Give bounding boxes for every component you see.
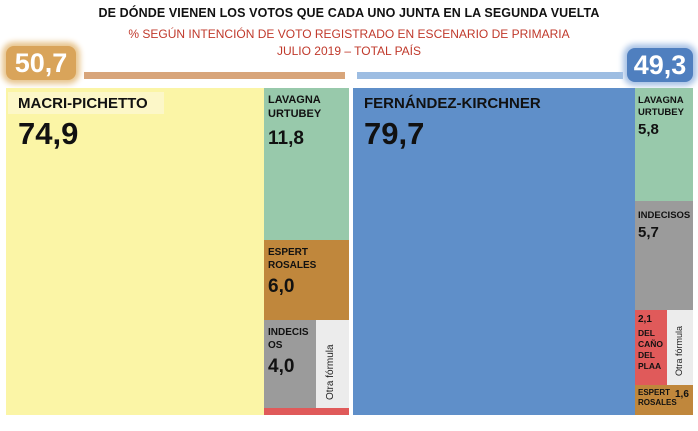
tile-indecisos-left-name: INDECISOS bbox=[268, 327, 309, 351]
tile-lavagna-right-value: 5,8 bbox=[638, 121, 659, 138]
tile-otra-right-name: Otra fórmula bbox=[674, 325, 684, 376]
tile-lavagna-right: LAVAGNA URTUBEY 5,8 bbox=[635, 88, 693, 201]
tile-otra-left: Otra fórmula bbox=[316, 320, 349, 408]
tile-fk-value: 79,7 bbox=[364, 116, 425, 151]
chart-date: JULIO 2019 – TOTAL PAÍS bbox=[276, 44, 422, 58]
tile-leftover-left bbox=[264, 408, 349, 415]
tile-espert-right: ESPERT ROSALES 1,6 bbox=[635, 385, 693, 415]
tile-macri: MACRI-PICHETTO 74,9 bbox=[6, 88, 264, 415]
tile-espert-right-name: ESPERT ROSALES bbox=[638, 388, 677, 407]
tile-espert-left-value: 6,0 bbox=[268, 276, 295, 297]
tile-delcano-right: 2,1 DEL CAÑO DEL PLAA bbox=[635, 310, 667, 385]
tile-espert-left-name: ESPERT ROSALES bbox=[268, 247, 317, 271]
tile-espert-left: ESPERT ROSALES 6,0 bbox=[264, 240, 349, 320]
tile-espert-right-value: 1,6 bbox=[675, 389, 689, 400]
tile-lavagna-left-name: LAVAGNA URTUBEY bbox=[268, 94, 322, 120]
tile-lavagna-left: LAVAGNA URTUBEY 11,8 bbox=[264, 88, 349, 240]
right-total-badge: 49,3 bbox=[627, 48, 693, 82]
right-total-bar bbox=[357, 72, 623, 79]
tile-macri-name: MACRI-PICHETTO bbox=[18, 95, 148, 112]
tile-otra-left-name: Otra fórmula bbox=[325, 344, 336, 400]
chart-title: DE DÓNDE VIENEN LOS VOTOS QUE CADA UNO J… bbox=[98, 6, 600, 20]
tile-indecisos-right-value: 5,7 bbox=[638, 224, 659, 241]
tile-indecisos-right-name: INDECISOS bbox=[638, 210, 691, 221]
left-total-badge: 50,7 bbox=[6, 46, 76, 80]
tile-indecisos-left: INDECISOS 4,0 bbox=[264, 320, 316, 408]
tile-indecisos-left-value: 4,0 bbox=[268, 356, 295, 377]
tile-macri-value: 74,9 bbox=[18, 116, 79, 151]
tile-fk: FERNÁNDEZ-KIRCHNER 79,7 bbox=[353, 88, 635, 415]
tile-lavagna-right-name: LAVAGNA URTUBEY bbox=[638, 95, 684, 118]
tile-delcano-right-value: 2,1 bbox=[638, 314, 652, 325]
chart-subtitle: % SEGÚN INTENCIÓN DE VOTO REGISTRADO EN … bbox=[128, 27, 570, 41]
tile-lavagna-left-value: 11,8 bbox=[268, 128, 304, 149]
tile-otra-right: Otra fórmula bbox=[667, 310, 693, 385]
tile-fk-name: FERNÁNDEZ-KIRCHNER bbox=[364, 95, 541, 112]
tile-delcano-right-name: DEL CAÑO DEL PLAA bbox=[638, 328, 664, 371]
left-total-bar bbox=[84, 72, 345, 79]
tile-indecisos-right: INDECISOS 5,7 bbox=[635, 201, 693, 310]
